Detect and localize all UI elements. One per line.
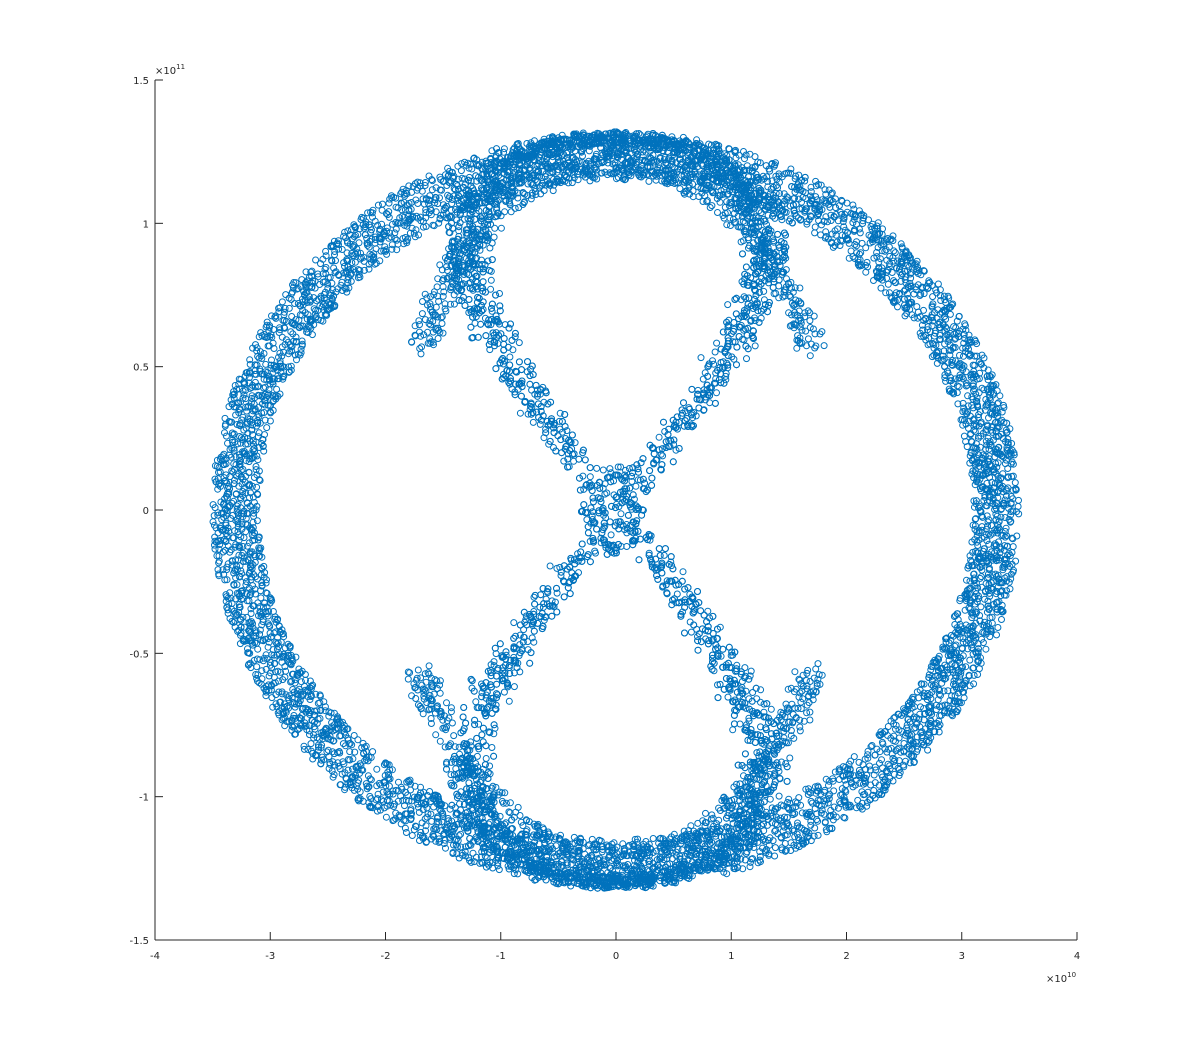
data-point bbox=[242, 457, 250, 465]
data-point bbox=[789, 826, 796, 834]
data-point bbox=[413, 212, 420, 220]
data-point bbox=[258, 579, 266, 587]
data-point bbox=[649, 835, 657, 842]
data-point bbox=[1005, 550, 1013, 558]
data-point bbox=[233, 581, 241, 589]
data-point bbox=[936, 331, 944, 339]
data-point bbox=[981, 595, 989, 603]
data-point bbox=[814, 817, 822, 825]
data-point bbox=[953, 317, 961, 325]
data-point bbox=[312, 256, 320, 264]
data-point bbox=[258, 667, 266, 675]
data-point bbox=[500, 145, 508, 153]
data-point bbox=[438, 818, 446, 826]
data-point bbox=[351, 748, 359, 756]
data-point bbox=[951, 621, 959, 628]
data-point bbox=[246, 360, 254, 368]
data-point bbox=[1003, 587, 1011, 595]
data-point bbox=[239, 394, 247, 402]
data-point bbox=[777, 814, 785, 822]
data-point bbox=[481, 852, 489, 860]
data-point bbox=[429, 221, 437, 229]
data-point bbox=[897, 240, 905, 248]
data-point bbox=[262, 360, 270, 368]
data-point bbox=[223, 576, 231, 584]
data-point bbox=[817, 181, 825, 189]
data-point bbox=[994, 459, 1002, 467]
data-point bbox=[235, 551, 243, 559]
data-point bbox=[952, 641, 960, 649]
data-point bbox=[971, 352, 979, 360]
data-point bbox=[920, 290, 928, 298]
data-point bbox=[416, 837, 423, 844]
data-point bbox=[364, 209, 372, 217]
data-point bbox=[428, 817, 436, 825]
data-point bbox=[350, 732, 358, 739]
data-point bbox=[309, 681, 317, 689]
data-point bbox=[1006, 585, 1014, 593]
data-point bbox=[881, 247, 889, 255]
data-point bbox=[211, 545, 219, 553]
data-point bbox=[936, 687, 944, 694]
data-point bbox=[480, 848, 488, 855]
data-point bbox=[941, 661, 949, 669]
data-point bbox=[349, 755, 357, 763]
data-point bbox=[932, 286, 940, 294]
data-point bbox=[895, 734, 903, 742]
data-point bbox=[365, 265, 373, 273]
data-point bbox=[227, 594, 235, 602]
data-point bbox=[741, 155, 748, 163]
data-point bbox=[901, 276, 909, 284]
data-point bbox=[912, 286, 920, 294]
data-point bbox=[457, 167, 465, 175]
data-point bbox=[514, 870, 522, 878]
data-point bbox=[997, 605, 1005, 613]
data-point bbox=[982, 580, 990, 587]
data-point bbox=[894, 303, 901, 311]
data-point bbox=[994, 624, 1002, 631]
data-point bbox=[237, 533, 245, 541]
data-point bbox=[441, 836, 449, 844]
data-point bbox=[998, 416, 1006, 424]
data-point bbox=[275, 688, 283, 696]
data-point bbox=[263, 424, 271, 432]
data-point bbox=[266, 417, 274, 425]
data-point bbox=[885, 243, 893, 251]
data-point bbox=[940, 347, 948, 355]
data-point bbox=[792, 803, 800, 811]
data-point bbox=[227, 453, 235, 461]
data-point bbox=[314, 273, 322, 281]
data-point bbox=[472, 853, 480, 861]
data-point bbox=[401, 824, 409, 832]
data-point bbox=[389, 790, 397, 798]
data-point bbox=[878, 756, 885, 764]
data-point bbox=[256, 477, 264, 484]
data-point bbox=[228, 599, 236, 607]
data-point bbox=[250, 445, 258, 452]
data-point bbox=[252, 671, 260, 678]
data-point bbox=[322, 247, 330, 255]
data-point bbox=[373, 807, 381, 815]
data-point bbox=[756, 853, 764, 861]
data-point bbox=[924, 746, 932, 754]
data-point bbox=[822, 190, 830, 198]
data-point bbox=[907, 269, 915, 277]
data-layer bbox=[209, 128, 1023, 892]
data-point bbox=[750, 844, 758, 851]
data-point bbox=[331, 251, 338, 259]
data-point bbox=[841, 211, 849, 218]
data-point bbox=[233, 505, 241, 513]
data-point bbox=[223, 563, 231, 571]
data-point bbox=[840, 793, 848, 801]
data-point bbox=[911, 261, 919, 269]
data-point bbox=[729, 819, 737, 827]
